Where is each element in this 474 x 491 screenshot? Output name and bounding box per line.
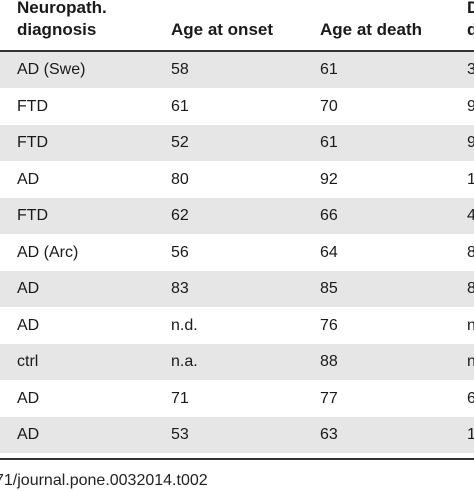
cell-age-death: 88 bbox=[320, 353, 338, 370]
cell-col4: 9 bbox=[467, 134, 474, 151]
cell-col4: 1 bbox=[467, 426, 474, 443]
table-row: AD n.d. 76 n bbox=[0, 308, 474, 344]
cell-col4: 8 bbox=[467, 280, 474, 297]
cell-diagnosis: AD (Arc) bbox=[17, 243, 79, 261]
table-header: Neuropath. diagnosis Age at onset Age at… bbox=[0, 0, 474, 50]
cell-col4: 6 bbox=[467, 389, 474, 407]
cell-diagnosis: AD bbox=[17, 426, 40, 443]
cell-age-death: 63 bbox=[320, 426, 338, 443]
cell-age-onset: n.d. bbox=[171, 316, 198, 334]
cell-age-death: 85 bbox=[320, 280, 338, 297]
cell-age-onset: 58 bbox=[171, 61, 189, 78]
table-row: AD (Arc) 56 64 8 bbox=[0, 235, 474, 271]
cell-age-onset: 83 bbox=[171, 280, 189, 297]
header-col4-line2: d bbox=[467, 20, 474, 39]
cell-age-death: 61 bbox=[320, 61, 338, 78]
table-row: FTD 62 66 4 bbox=[0, 198, 474, 234]
table-bottom-rule bbox=[0, 458, 474, 460]
cell-diagnosis: AD bbox=[17, 389, 40, 407]
cell-diagnosis: AD bbox=[17, 170, 40, 188]
table-row: FTD 52 61 9 bbox=[0, 125, 474, 161]
cell-diagnosis: FTD bbox=[17, 134, 49, 151]
cell-col4: 3 bbox=[467, 61, 474, 78]
table-top-rule bbox=[0, 50, 474, 52]
cell-age-death: 66 bbox=[320, 207, 338, 224]
cell-age-death: 77 bbox=[320, 389, 338, 407]
cell-age-onset: 80 bbox=[171, 170, 189, 188]
cell-diagnosis: AD bbox=[17, 316, 40, 334]
cell-diagnosis: FTD bbox=[17, 97, 49, 115]
cell-col4: 1 bbox=[467, 170, 474, 188]
cell-age-death: 76 bbox=[320, 316, 338, 334]
cell-col4: n bbox=[467, 353, 474, 370]
header-age-death: Age at death bbox=[320, 20, 423, 39]
cell-age-death: 70 bbox=[320, 97, 338, 115]
cell-col4: 9 bbox=[467, 97, 474, 115]
cell-age-onset: 62 bbox=[171, 207, 189, 224]
cell-age-onset: 53 bbox=[171, 426, 189, 443]
cell-diagnosis: FTD bbox=[17, 207, 49, 224]
cell-age-death: 92 bbox=[320, 170, 338, 188]
cell-col4: 4 bbox=[467, 207, 474, 224]
table-row: ctrl n.a. 88 n bbox=[0, 344, 474, 380]
header-diagnosis-line2: diagnosis bbox=[17, 20, 97, 39]
table-row: AD 83 85 8 bbox=[0, 271, 474, 307]
cell-diagnosis: ctrl bbox=[17, 353, 39, 370]
header-col4-line1: D bbox=[467, 0, 474, 17]
cell-col4: 8 bbox=[467, 243, 474, 261]
table-row: AD 71 77 6 bbox=[0, 381, 474, 417]
cell-age-onset: n.a. bbox=[171, 353, 198, 370]
cell-age-onset: 52 bbox=[171, 134, 189, 151]
header-age-onset: Age at onset bbox=[171, 20, 274, 39]
cell-diagnosis: AD (Swe) bbox=[17, 61, 86, 78]
cell-age-onset: 61 bbox=[171, 97, 189, 115]
cell-age-onset: 56 bbox=[171, 243, 189, 261]
cell-age-death: 64 bbox=[320, 243, 338, 261]
table-row: AD 80 92 1 bbox=[0, 162, 474, 198]
table-row: AD 53 63 1 bbox=[0, 417, 474, 453]
table-row: FTD 61 70 9 bbox=[0, 89, 474, 125]
header-diagnosis-line1: Neuropath. bbox=[17, 0, 107, 17]
cell-age-onset: 71 bbox=[171, 389, 189, 407]
doi-caption: 71/journal.pone.0032014.t002 bbox=[0, 472, 208, 489]
cell-diagnosis: AD bbox=[17, 280, 40, 297]
cell-col4: n bbox=[467, 316, 474, 334]
table-row: AD (Swe) 58 61 3 bbox=[0, 52, 474, 88]
cell-age-death: 61 bbox=[320, 134, 338, 151]
